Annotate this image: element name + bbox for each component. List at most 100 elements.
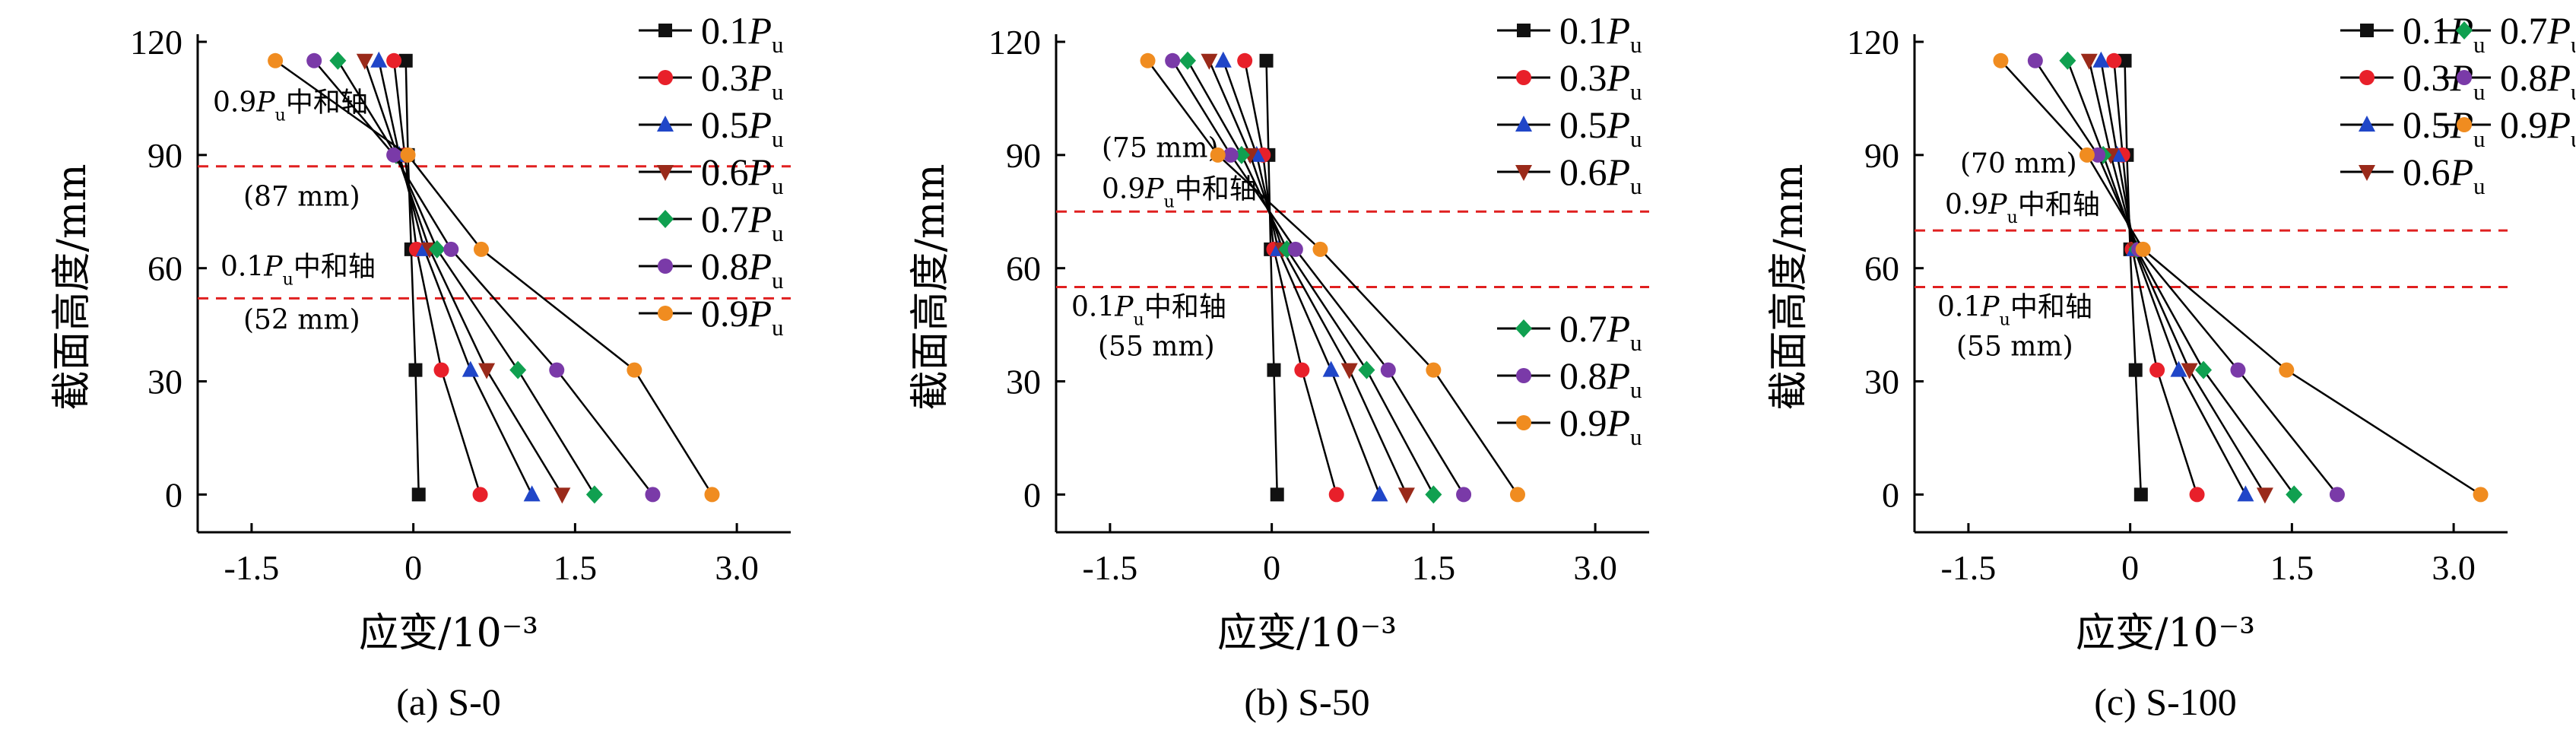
data-point: [2181, 363, 2198, 379]
legend-item: 0.9Pu: [639, 292, 784, 341]
y-tick-label: 60: [148, 249, 182, 288]
legend-item: 0.7Pu: [1497, 307, 1642, 356]
series-0_9: [1140, 52, 1525, 503]
data-point: [2118, 53, 2132, 68]
legend-label: 0.3Pu: [701, 56, 784, 105]
data-point: [1210, 147, 1226, 163]
legend-label: 0.5Pu: [2403, 103, 2486, 152]
y-tick-label: 60: [1864, 249, 1899, 288]
x-tick-label: 1.5: [2270, 548, 2314, 587]
data-point: [1340, 363, 1358, 379]
data-point: [549, 362, 565, 378]
legend-item: 0.5Pu: [1497, 103, 1642, 152]
chart-svg-c: 0 30 60 90 120 -1.5 0 1.5 3.0 应变/10⁻³ 截面高度/mm (c) S…: [1766, 9, 2575, 723]
chart-svg-b: 0 30 60 90 120 -1.5 0 1.5 3.0 应变/10⁻³ 截面高度/mm (b) S…: [908, 9, 1649, 723]
series-0_5: [1214, 51, 1388, 502]
data-point: [386, 52, 402, 68]
data-point: [356, 53, 373, 70]
legend-label: 0.9Pu: [1559, 401, 1642, 450]
legend-label: 0.5Pu: [701, 103, 784, 152]
y-tick-label: 60: [1006, 249, 1041, 288]
series-0_8: [1165, 52, 1472, 503]
x-tick-label: -1.5: [224, 548, 279, 587]
legend-marker: [658, 259, 673, 274]
data-point: [1165, 52, 1181, 68]
series-line: [1208, 60, 1408, 495]
data-point: [1425, 485, 1442, 504]
neutral-axis-value: (70 mm): [1960, 148, 2077, 179]
data-point: [704, 487, 720, 503]
data-point: [306, 52, 322, 68]
legend-item: 0.7Pu: [639, 198, 784, 246]
data-point: [408, 363, 423, 377]
series-0_8: [2027, 52, 2345, 503]
data-point: [2473, 487, 2489, 503]
chart-panel-b: 0 30 60 90 120 -1.5 0 1.5 3.0 应变/10⁻³ 截面高度/mm (b) S…: [858, 0, 1717, 752]
legend-item: 0.5Pu: [639, 103, 784, 152]
legend-item: 0.9Pu: [2438, 103, 2575, 152]
x-tick-label: 3.0: [1573, 548, 1617, 587]
data-point: [1294, 362, 1310, 378]
data-point: [433, 362, 449, 378]
series-0_7: [2059, 51, 2303, 504]
series-line: [337, 60, 595, 496]
y-axis-title: 截面高度/mm: [49, 163, 95, 410]
data-point: [2230, 362, 2246, 378]
data-point: [1456, 487, 1472, 503]
legend-marker: [2457, 70, 2472, 85]
data-point: [428, 240, 446, 259]
data-point: [411, 487, 426, 502]
data-point: [1371, 485, 1388, 502]
panel-caption: (c) S-100: [2094, 681, 2236, 723]
legend-marker: [1515, 319, 1532, 338]
data-point: [1993, 52, 2009, 68]
legend-marker: [1515, 165, 1532, 181]
data-point: [2059, 51, 2076, 70]
data-point: [2170, 360, 2187, 377]
series-line: [363, 60, 563, 496]
data-point: [2149, 362, 2165, 378]
legend-item: 0.8Pu: [639, 245, 784, 294]
neutral-axis-label: 0.1Pu中和轴: [220, 251, 376, 289]
data-point: [1312, 241, 1328, 257]
y-tick-label: 30: [1006, 363, 1041, 401]
data-point: [2279, 362, 2295, 378]
legend-marker: [2457, 117, 2472, 132]
data-point: [627, 362, 642, 378]
legend-marker: [657, 210, 674, 228]
chart-svg-a: 0 30 60 90 120 -1.5 0 1.5 3.0 应变/10⁻³ 截面高度/mm (a) S…: [49, 9, 791, 723]
data-point: [2195, 360, 2213, 379]
legend-label: 0.7Pu: [2500, 9, 2575, 58]
data-point: [386, 147, 402, 163]
data-point: [1179, 51, 1197, 70]
y-axis-title: 截面高度/mm: [908, 163, 953, 410]
data-point: [2329, 487, 2345, 503]
legend-label: 0.1Pu: [2403, 9, 2486, 58]
y-tick-label: 0: [165, 475, 182, 514]
x-tick-label: -1.5: [1082, 548, 1137, 587]
x-tick-label: 1.5: [1412, 548, 1456, 587]
legend-label: 0.3Pu: [2403, 56, 2486, 105]
data-point: [1270, 487, 1284, 502]
x-tick-label: 1.5: [554, 548, 598, 587]
neutral-axis-value: (87 mm): [243, 182, 360, 213]
neutral-axis-value: (55 mm): [1956, 332, 2073, 363]
x-tick-label: 3.0: [2432, 548, 2476, 587]
legend-item: 0.9Pu: [1497, 401, 1642, 450]
neutral-axis-label: 0.1Pu中和轴: [1937, 292, 2092, 330]
legend-item: 0.1Pu: [639, 9, 784, 58]
neutral-axis-value: (52 mm): [243, 304, 360, 335]
series-0_1: [2118, 53, 2148, 502]
data-point: [2128, 363, 2143, 377]
x-tick-label: 0: [2121, 548, 2139, 587]
y-tick-label: 90: [148, 136, 182, 175]
y-tick-label: 0: [1023, 475, 1041, 514]
x-axis-title: 应变/10⁻³: [359, 611, 538, 656]
series-0_5: [2092, 51, 2254, 502]
legend-label: 0.8Pu: [1559, 354, 1642, 403]
legend-item: 0.8Pu: [1497, 354, 1642, 403]
series-line: [2034, 60, 2338, 496]
data-point: [2092, 51, 2110, 68]
series-line: [2100, 60, 2247, 495]
neutral-axis-label: 0.9Pu中和轴: [1102, 173, 1257, 211]
